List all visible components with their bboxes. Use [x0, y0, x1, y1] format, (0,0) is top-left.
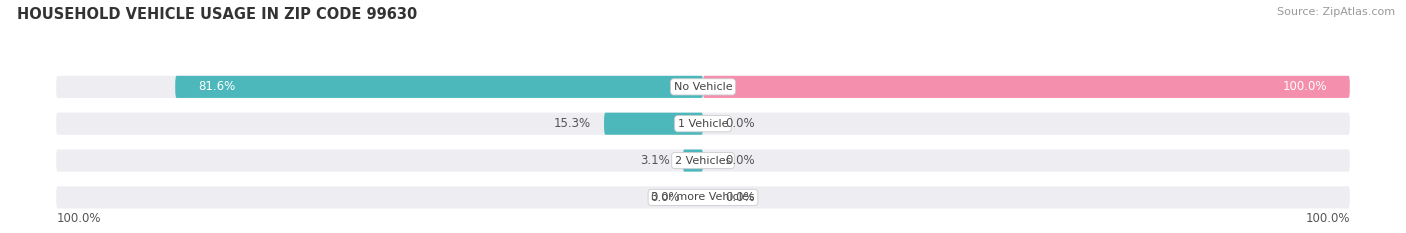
FancyBboxPatch shape [56, 150, 1350, 172]
FancyBboxPatch shape [56, 186, 1350, 209]
Text: 1 Vehicle: 1 Vehicle [678, 119, 728, 129]
FancyBboxPatch shape [605, 113, 703, 135]
Text: 100.0%: 100.0% [56, 212, 101, 225]
Text: 100.0%: 100.0% [1305, 212, 1350, 225]
Text: HOUSEHOLD VEHICLE USAGE IN ZIP CODE 99630: HOUSEHOLD VEHICLE USAGE IN ZIP CODE 9963… [17, 7, 418, 22]
FancyBboxPatch shape [176, 76, 703, 98]
Text: No Vehicle: No Vehicle [673, 82, 733, 92]
Text: 0.0%: 0.0% [651, 191, 681, 204]
Text: 2 Vehicles: 2 Vehicles [675, 156, 731, 166]
Text: 0.0%: 0.0% [725, 154, 755, 167]
FancyBboxPatch shape [703, 76, 1350, 98]
Text: 0.0%: 0.0% [725, 191, 755, 204]
Text: 81.6%: 81.6% [198, 80, 235, 93]
Text: 0.0%: 0.0% [725, 117, 755, 130]
FancyBboxPatch shape [56, 113, 1350, 135]
Text: Source: ZipAtlas.com: Source: ZipAtlas.com [1277, 7, 1395, 17]
Text: 100.0%: 100.0% [1282, 80, 1327, 93]
Text: 3 or more Vehicles: 3 or more Vehicles [651, 192, 755, 202]
FancyBboxPatch shape [683, 150, 703, 172]
Text: 3.1%: 3.1% [640, 154, 671, 167]
Text: 15.3%: 15.3% [554, 117, 591, 130]
FancyBboxPatch shape [56, 76, 1350, 98]
